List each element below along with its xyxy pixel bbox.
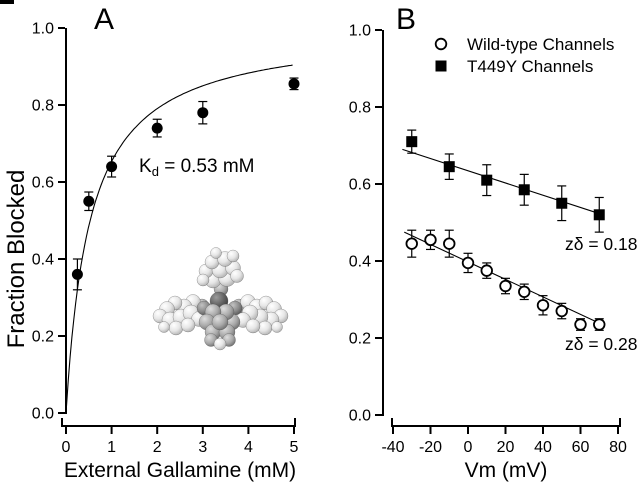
x-tick-label: 0 bbox=[464, 439, 473, 456]
y-tick-label: 0.2 bbox=[32, 329, 54, 346]
panel-a: 0.0 0.2 0.4 0.6 0.8 1.0 0 1 2 3 4 5 A Fraction Bloc… bbox=[3, 3, 300, 482]
molecule-sphere bbox=[230, 269, 244, 283]
panel-a-y-axis-title: Fraction Blocked bbox=[3, 170, 30, 349]
x-tick-label: -40 bbox=[381, 439, 404, 456]
x-tick-label: 20 bbox=[497, 439, 515, 456]
molecule-sphere bbox=[196, 273, 210, 287]
y-tick-label: 0.6 bbox=[349, 177, 371, 194]
panel-a-axes: 0.0 0.2 0.4 0.6 0.8 1.0 0 1 2 3 4 5 bbox=[32, 21, 299, 457]
data-point-filled-square bbox=[593, 209, 605, 221]
molecule-sphere bbox=[245, 318, 261, 334]
x-tick-label: 3 bbox=[198, 439, 207, 456]
data-point-open-circle bbox=[574, 318, 587, 331]
panel-a-plot-area bbox=[65, 64, 300, 406]
y-tick-label: 0.8 bbox=[32, 98, 54, 115]
x-tick-label: 4 bbox=[244, 439, 253, 456]
x-tick-label: 5 bbox=[290, 439, 299, 456]
data-point-filled-circle bbox=[71, 268, 83, 280]
x-tick-label: 80 bbox=[609, 439, 627, 456]
molecule-sphere bbox=[210, 247, 222, 259]
panel-b-axes: 0.0 0.2 0.4 0.6 0.8 1.0 -40 -20 0 20 40 60 80 bbox=[349, 23, 627, 457]
molecule-sphere bbox=[271, 321, 283, 333]
linear-fit-line bbox=[402, 148, 604, 216]
y-tick-label: 0.4 bbox=[32, 252, 54, 269]
zdelta-wildtype-annotation: zδ = 0.28 bbox=[565, 334, 638, 354]
legend-open-circle-marker bbox=[434, 37, 448, 51]
data-point-open-circle bbox=[518, 285, 531, 299]
y-tick-label: 0.6 bbox=[32, 175, 54, 192]
data-point-filled-circle bbox=[151, 122, 163, 134]
molecule-sphere bbox=[168, 320, 184, 336]
y-tick-label: 0.8 bbox=[349, 100, 371, 117]
y-tick-label: 0.0 bbox=[32, 406, 54, 423]
scan-artifact bbox=[0, 0, 14, 4]
data-point-filled-circle bbox=[83, 195, 95, 207]
y-tick-label: 0.4 bbox=[349, 254, 371, 271]
legend-wildtype-label: Wild-type Channels bbox=[467, 35, 614, 54]
x-tick-label: 2 bbox=[153, 439, 162, 456]
panel-b-plot-area bbox=[402, 129, 606, 331]
data-point-filled-circle bbox=[288, 78, 300, 90]
x-tick-label: 40 bbox=[534, 439, 552, 456]
data-point-filled-square bbox=[481, 174, 493, 186]
x-tick-label: 60 bbox=[572, 439, 590, 456]
panel-b-x-axis-title: Vm (mV) bbox=[465, 459, 548, 482]
molecule-sphere bbox=[211, 313, 229, 331]
data-point-filled-square bbox=[556, 197, 568, 209]
y-tick-label: 0.2 bbox=[349, 331, 371, 348]
panel-b: 0.0 0.2 0.4 0.6 0.8 1.0 -40 -20 0 20 40 60 80 B Vm (… bbox=[349, 3, 638, 482]
data-point-open-circle bbox=[405, 237, 418, 250]
molecule-sphere bbox=[180, 317, 196, 333]
y-tick-label: 1.0 bbox=[32, 21, 54, 38]
x-tick-label: -20 bbox=[419, 439, 442, 456]
binding-fit-curve bbox=[65, 64, 293, 406]
molecule-sphere bbox=[158, 321, 170, 333]
legend-t449y-label: T449Y Channels bbox=[467, 57, 593, 76]
data-point-filled-circle bbox=[197, 107, 209, 119]
data-point-open-circle bbox=[593, 318, 606, 331]
kd-annotation: Kd = 0.53 mM bbox=[139, 156, 255, 179]
panel-b-letter: B bbox=[396, 3, 416, 36]
x-tick-label: 1 bbox=[107, 439, 116, 456]
gallamine-molecule-image bbox=[152, 247, 289, 351]
legend: Wild-type Channels T449Y Channels bbox=[434, 35, 614, 76]
y-tick-label: 0.0 bbox=[349, 408, 371, 425]
data-point-open-circle bbox=[555, 304, 568, 318]
data-point-open-circle bbox=[499, 279, 512, 293]
x-tick-label: 0 bbox=[62, 439, 71, 456]
panel-a-x-axis-title: External Gallamine (mM) bbox=[64, 459, 296, 482]
data-point-open-circle bbox=[536, 299, 550, 312]
molecule-sphere bbox=[257, 320, 273, 336]
data-point-open-circle bbox=[461, 256, 475, 270]
panel-a-letter: A bbox=[94, 3, 114, 36]
molecule-sphere bbox=[213, 337, 227, 351]
legend-filled-square-marker bbox=[435, 60, 447, 72]
data-point-filled-square bbox=[443, 161, 455, 173]
data-point-filled-square bbox=[406, 136, 418, 148]
data-point-open-circle bbox=[480, 264, 493, 277]
zdelta-t449y-annotation: zδ = 0.18 bbox=[565, 234, 638, 254]
data-point-filled-square bbox=[518, 184, 530, 196]
data-point-filled-circle bbox=[106, 161, 118, 173]
y-tick-label: 1.0 bbox=[349, 23, 371, 40]
molecule-sphere bbox=[226, 249, 240, 263]
data-point-open-circle bbox=[443, 237, 456, 250]
data-point-open-circle bbox=[424, 233, 437, 247]
